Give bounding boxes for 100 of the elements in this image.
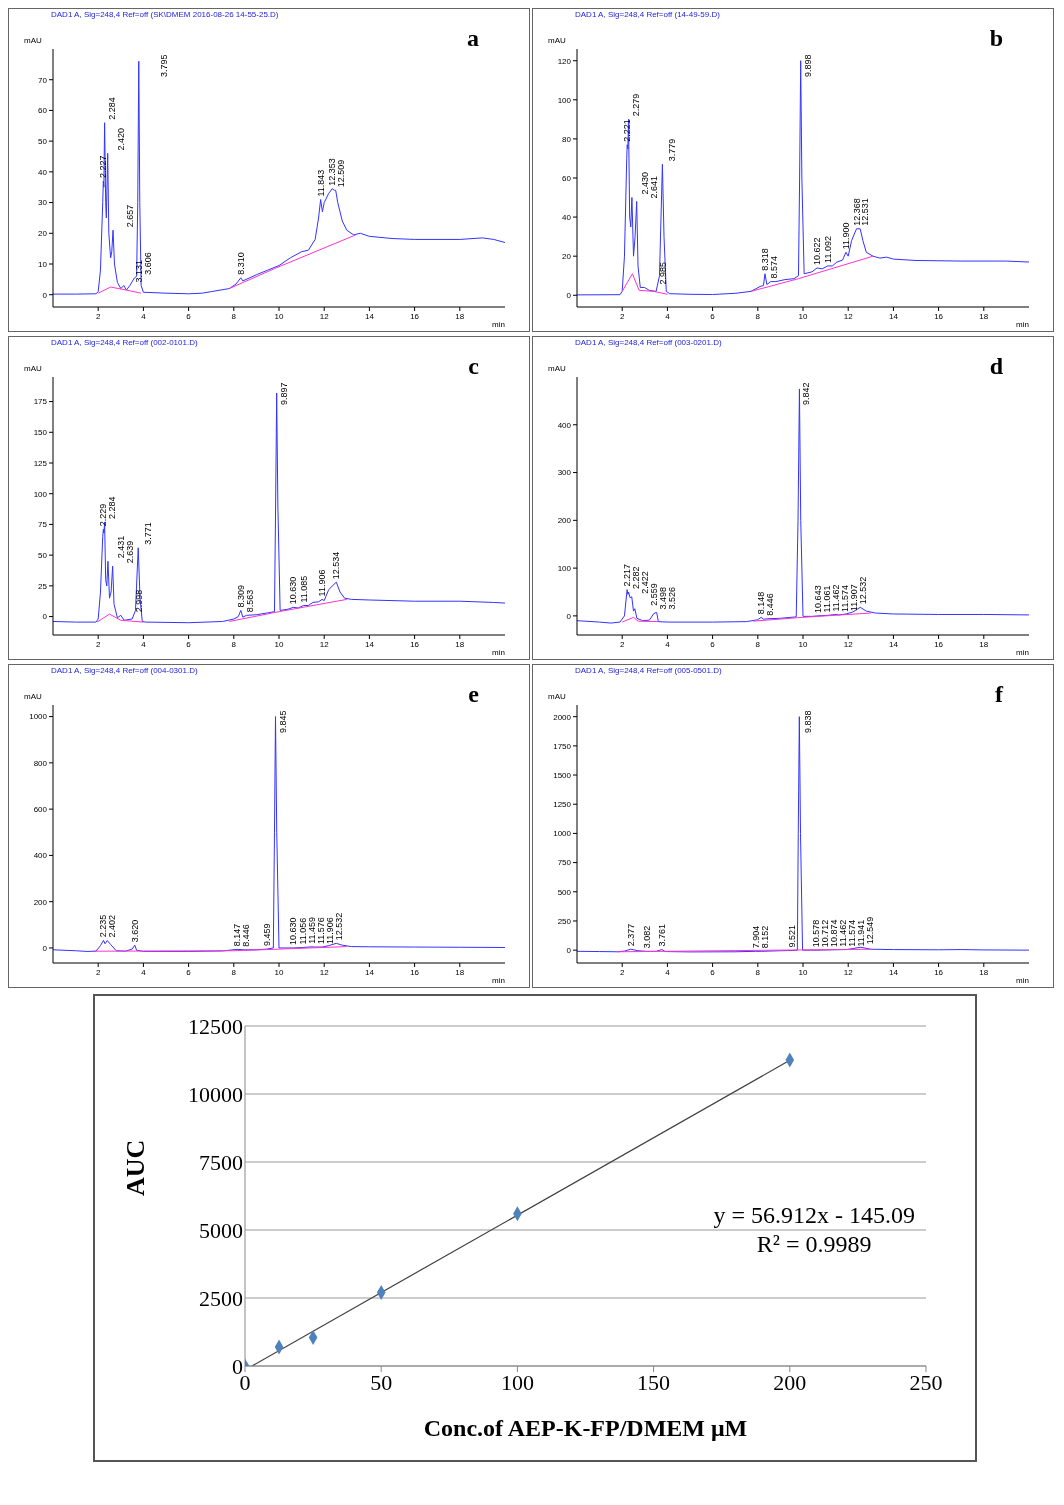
y-tick-label: 100 [557, 95, 572, 105]
y-tick-label: 60 [562, 173, 572, 183]
annotation: 9.898 [802, 54, 813, 77]
annotation: 12.534 [331, 551, 342, 580]
y-tick-label: 150 [33, 428, 48, 438]
x-tick-label: 14 [888, 311, 899, 321]
y-tick-label: 125 [33, 458, 48, 468]
y-axis-title: mAU [548, 364, 567, 373]
x-tick-label: 12 [843, 639, 854, 649]
annotation: 11.574 [846, 919, 857, 947]
annotation: 9.845 [277, 710, 288, 733]
y-tick-label: 20 [562, 252, 572, 262]
y-tick-label: 30 [38, 198, 48, 208]
y-axis-title: mAU [548, 692, 567, 701]
annotation: 11.574 [840, 585, 851, 612]
x-tick-label: 200 [773, 1369, 807, 1395]
y-tick-label: 10000 [188, 1081, 243, 1107]
annotation: 12.353 [327, 158, 338, 186]
annotation: 12.532 [857, 576, 868, 605]
annotation: 11.462 [837, 919, 848, 947]
annotation: 2.377 [625, 923, 636, 947]
x-tick-label: 4 [141, 311, 147, 321]
x-tick-label: 6 [710, 967, 716, 977]
annotation: 8.147 [232, 923, 243, 947]
chart-subtitle: f [995, 681, 1003, 708]
x-tick-label: 14 [888, 967, 899, 977]
x-axis-title: min [1016, 976, 1029, 985]
y-tick-label: 200 [557, 516, 572, 526]
y-tick-label: 250 [557, 916, 572, 926]
annotation: 2.998 [134, 589, 145, 613]
annotation: 2.227 [98, 155, 109, 179]
x-tick-label: 16 [934, 967, 944, 977]
y-tick-label: 100 [557, 563, 572, 573]
x-tick-label: 150 [637, 1369, 671, 1395]
annotation: 9.842 [801, 382, 812, 405]
annotation: 11.941 [855, 919, 866, 947]
y-tick-label: 0 [566, 291, 572, 301]
annotation: 2.641 [649, 175, 660, 199]
x-tick-label: 14 [364, 967, 375, 977]
x-axis-title: min [1016, 320, 1029, 329]
chart-subtitle: d [989, 353, 1003, 380]
annotation: 3.779 [667, 138, 678, 162]
x-tick-label: 50 [370, 1369, 393, 1395]
chart-title: DAD1 A, Sig=248,4 Ref=off (14-49-59.D) [575, 10, 720, 19]
annotation: 2.235 [98, 914, 109, 938]
x-tick-label: 18 [455, 311, 465, 321]
annotation: y = 56.912x - 145.09 [713, 1201, 915, 1230]
x-axis-title: min [492, 648, 505, 657]
x-tick-label: 12 [319, 639, 330, 649]
annotation: 8.148 [756, 591, 767, 615]
x-tick-label: 18 [979, 311, 989, 321]
y-tick-label: 800 [33, 758, 48, 768]
y-tick-label: 0 [566, 946, 572, 955]
x-tick-label: 6 [186, 639, 192, 649]
y-tick-label: 300 [557, 468, 572, 478]
annotation: 8.309 [235, 584, 246, 608]
annotation: 3.131 [134, 259, 145, 283]
annotation: 9.838 [803, 710, 814, 733]
chart-title: DAD1 A, Sig=248,4 Ref=off (SK\DMEM 2016-08-26 14-55-25.D) [51, 10, 279, 19]
annotation: 11.843 [315, 169, 326, 197]
y-tick-label: 1750 [553, 741, 572, 751]
annotation: 2.229 [98, 503, 109, 527]
y-axis-title: mAU [24, 364, 43, 373]
annotation: 2.282 [631, 566, 642, 589]
x-tick-label: 8 [755, 639, 761, 649]
y-tick-label: 40 [562, 212, 572, 222]
y-tick-label: 750 [557, 858, 572, 868]
annotation: 11.900 [840, 222, 851, 250]
x-tick-label: 12 [319, 311, 330, 321]
x-tick-label: 4 [665, 967, 671, 977]
annotation: 12.509 [336, 159, 347, 188]
annotation: 11.085 [298, 575, 309, 603]
annotation: 10.630 [288, 576, 299, 605]
x-tick-label: 250 [909, 1369, 943, 1395]
annotation: 2.279 [631, 93, 642, 117]
y-tick-label: 70 [38, 75, 48, 85]
chart-title: DAD1 A, Sig=248,4 Ref=off (004-0301.D) [51, 666, 198, 675]
annotation: 11.576 [315, 917, 326, 945]
x-tick-label: 12 [843, 311, 854, 321]
y-axis-title: mAU [24, 692, 43, 701]
annotation: 8.318 [759, 248, 770, 271]
annotation: 11.459 [306, 916, 317, 944]
annotation: 8.574 [768, 256, 779, 279]
annotation: 11.061 [821, 585, 832, 613]
annotation: 2.402 [107, 915, 118, 938]
annotation: 12.531 [860, 198, 871, 226]
x-tick-label: 18 [455, 967, 465, 977]
x-tick-label: 10 [274, 639, 284, 649]
annotation: 12.532 [333, 912, 344, 941]
annotation: 8.446 [765, 593, 776, 616]
x-tick-label: 6 [186, 967, 192, 977]
x-tick-label: 100 [500, 1369, 534, 1395]
y-axis-title: mAU [548, 36, 567, 45]
x-tick-label: 12 [843, 967, 854, 977]
y-tick-label: 1250 [553, 800, 572, 810]
chart-subtitle: c [468, 353, 479, 380]
annotation: 10.643 [812, 585, 823, 613]
annotation: 2.284 [107, 97, 118, 120]
annotation: 3.082 [641, 925, 652, 949]
x-tick-label: 4 [665, 311, 671, 321]
